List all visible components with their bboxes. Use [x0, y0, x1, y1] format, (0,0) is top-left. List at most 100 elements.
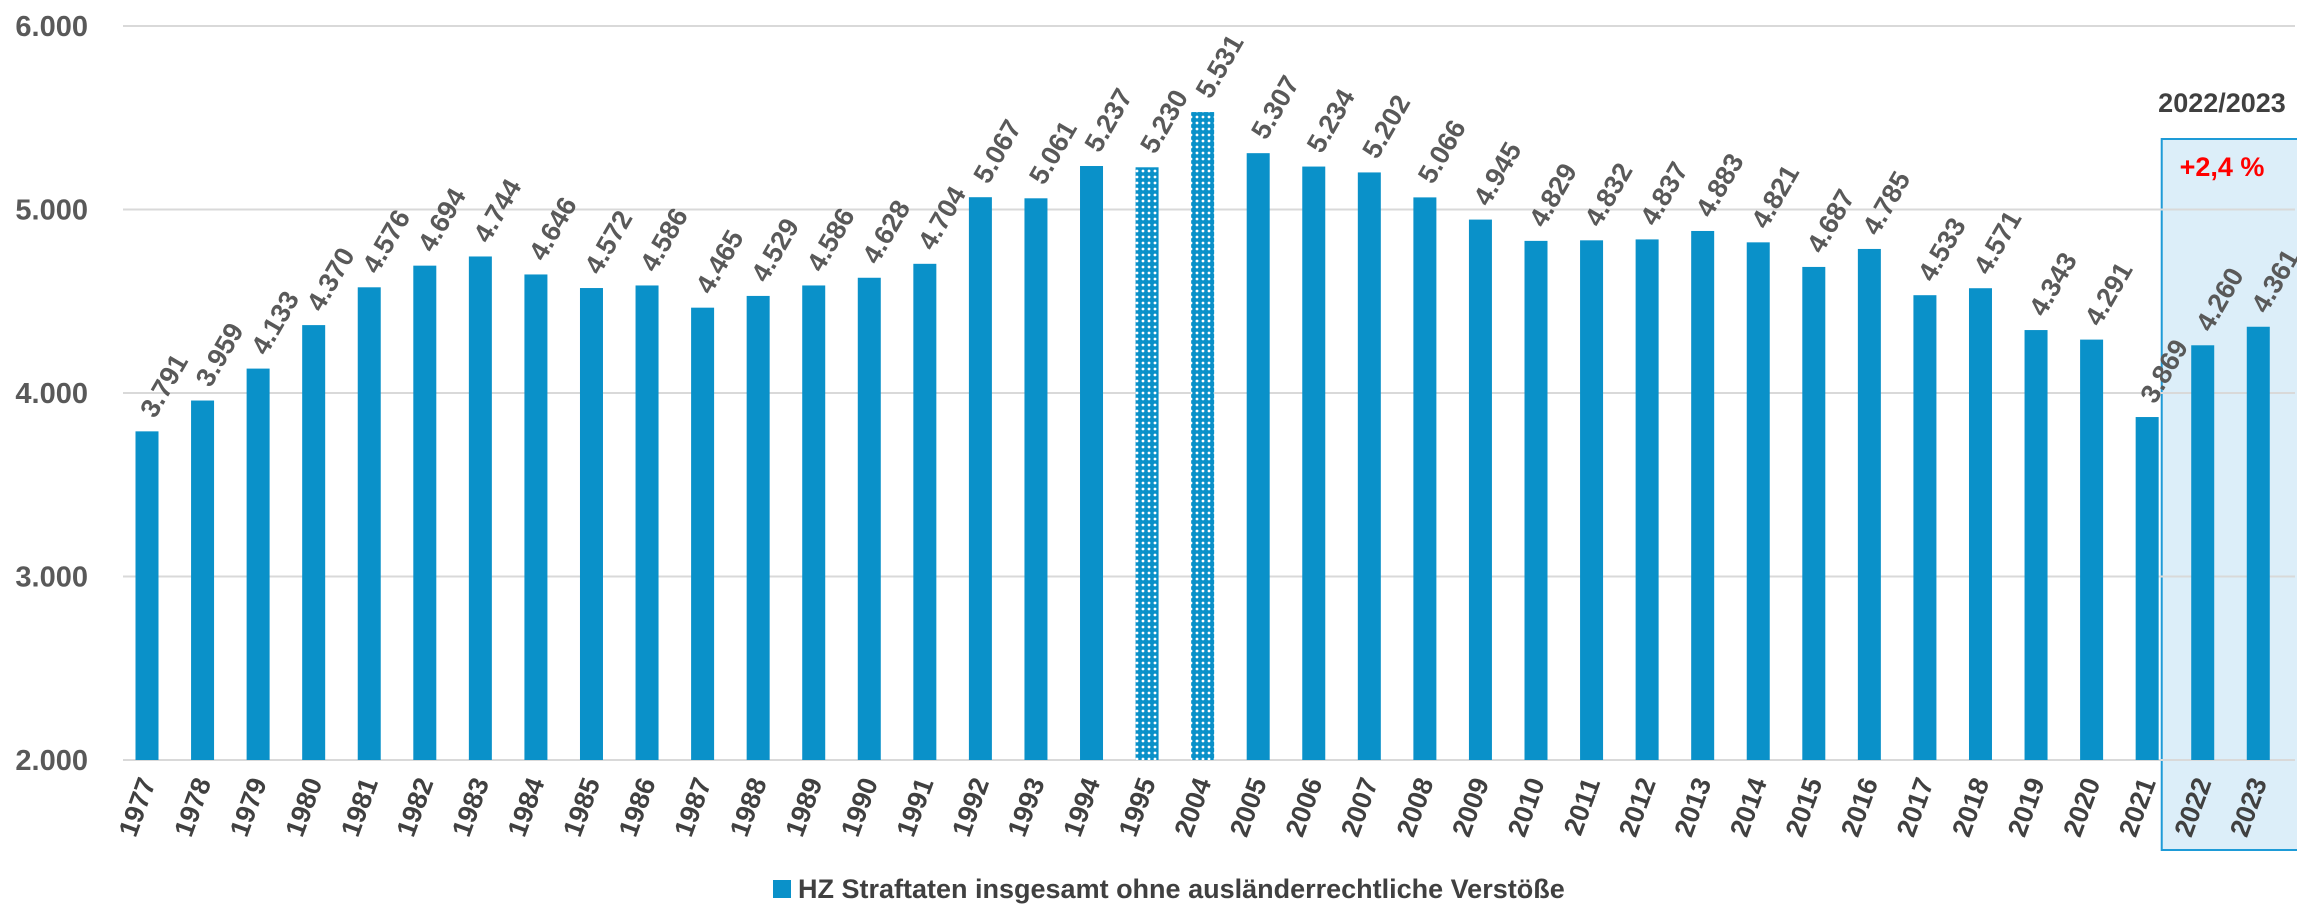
data-label: 4.829	[1523, 158, 1583, 232]
data-label: 5.061	[1023, 116, 1083, 190]
x-tick-label: 2019	[2002, 774, 2051, 841]
y-axis: 2.000 3.000 4.000 5.000 6.000	[15, 11, 88, 777]
data-label: 5.230	[1134, 85, 1194, 159]
bar	[357, 287, 381, 760]
x-tick-label: 2017	[1891, 774, 1940, 841]
bar	[1635, 239, 1659, 760]
data-label: 5.234	[1301, 84, 1361, 158]
data-label: 4.694	[412, 183, 472, 257]
bar	[1413, 197, 1437, 760]
bars	[135, 112, 2270, 761]
data-label: 4.945	[1468, 137, 1528, 211]
x-tick-label: 1988	[724, 774, 773, 841]
data-label: 4.572	[579, 206, 639, 280]
bar	[2135, 417, 2159, 760]
x-tick-label: 2014	[1724, 774, 1773, 841]
data-label: 4.291	[2079, 257, 2139, 331]
bar	[1913, 295, 1937, 760]
data-label: 4.687	[1801, 184, 1861, 258]
x-tick-label: 1980	[280, 774, 329, 841]
x-tick-label: 1978	[168, 774, 217, 841]
bar	[2246, 326, 2270, 760]
bar	[1580, 240, 1604, 760]
data-label: 4.785	[1857, 166, 1917, 240]
x-tick-label: 2008	[1391, 774, 1440, 841]
x-tick-label: 1994	[1057, 774, 1106, 841]
bar	[1135, 167, 1159, 761]
data-label: 4.832	[1579, 158, 1639, 232]
data-label: 4.465	[690, 225, 750, 299]
x-tick-label: 2012	[1613, 774, 1662, 841]
data-label: 4.586	[801, 203, 861, 277]
x-tick-label: 2020	[2057, 774, 2106, 841]
x-axis: 1977 1978 1979 1980 1981 1982 1983 1984 1985 1986…	[113, 774, 2273, 841]
x-tick-label: 2007	[1335, 774, 1384, 841]
y-tick-label: 4.000	[15, 378, 88, 410]
bar	[2191, 345, 2215, 760]
bar	[1246, 153, 1270, 760]
data-label: 4.646	[523, 192, 583, 266]
x-tick-label: 2013	[1669, 774, 1718, 841]
data-label: 4.744	[468, 174, 528, 248]
data-label: 3.791	[134, 349, 194, 423]
data-label: 4.533	[1912, 213, 1972, 287]
x-tick-label: 1986	[613, 774, 662, 841]
x-tick-label: 1977	[113, 774, 162, 841]
x-tick-label: 2005	[1224, 774, 1273, 841]
x-tick-label: 1992	[946, 774, 995, 841]
y-tick-label: 3.000	[15, 562, 88, 594]
bar	[579, 288, 603, 760]
x-tick-label: 2016	[1835, 774, 1884, 841]
data-label: 4.370	[301, 243, 361, 317]
data-label: 4.883	[1690, 148, 1750, 222]
bar	[413, 265, 437, 760]
bar	[302, 325, 326, 760]
bar	[746, 295, 770, 760]
highlight-title: 2022/2023	[2158, 88, 2286, 118]
bar	[857, 277, 881, 760]
y-tick-label: 6.000	[15, 11, 88, 43]
y-tick-label: 2.000	[15, 745, 88, 777]
bar	[1857, 248, 1881, 760]
data-label: 4.704	[912, 181, 972, 255]
x-tick-label: 1979	[224, 774, 273, 841]
data-label: 5.066	[1412, 115, 1472, 189]
data-label: 4.837	[1634, 157, 1694, 231]
x-tick-label: 2015	[1780, 774, 1829, 841]
x-tick-label: 1993	[1002, 774, 1051, 841]
highlight-layer	[2160, 138, 2297, 851]
x-tick-label: 1982	[391, 774, 440, 841]
x-tick-label: 2010	[1502, 774, 1551, 841]
bar	[802, 285, 826, 760]
bar	[1524, 240, 1548, 761]
data-label: 4.529	[745, 213, 805, 287]
bar	[968, 197, 992, 760]
data-label: 5.067	[968, 115, 1028, 189]
x-tick-label: 1987	[668, 774, 717, 841]
data-label: 4.586	[634, 203, 694, 277]
x-tick-label: 2009	[1446, 774, 1495, 841]
highlight-box	[2160, 138, 2297, 851]
bar	[1468, 219, 1492, 760]
x-tick-label: 1981	[335, 774, 384, 841]
bar	[1357, 172, 1381, 761]
x-tick-label: 1989	[780, 774, 829, 841]
data-label: 4.571	[1968, 206, 2028, 280]
bar	[1302, 166, 1326, 760]
x-tick-label: 1995	[1113, 774, 1162, 841]
bar	[1968, 288, 1992, 760]
x-tick-label: 2011	[1558, 774, 1606, 839]
x-tick-label: 2018	[1946, 774, 1995, 841]
bar	[524, 274, 548, 760]
legend-label: HZ Straftaten insgesamt ohne ausländerre…	[798, 874, 1565, 904]
x-tick-label: 1985	[557, 774, 606, 841]
x-tick-label: 2021	[2113, 774, 2162, 841]
bar	[191, 400, 215, 760]
bar	[2024, 330, 2048, 760]
data-label: 4.343	[2023, 248, 2083, 322]
bar	[1802, 266, 1826, 760]
bar	[135, 431, 159, 760]
x-tick-label: 1983	[446, 774, 495, 841]
legend-swatch	[773, 880, 791, 898]
